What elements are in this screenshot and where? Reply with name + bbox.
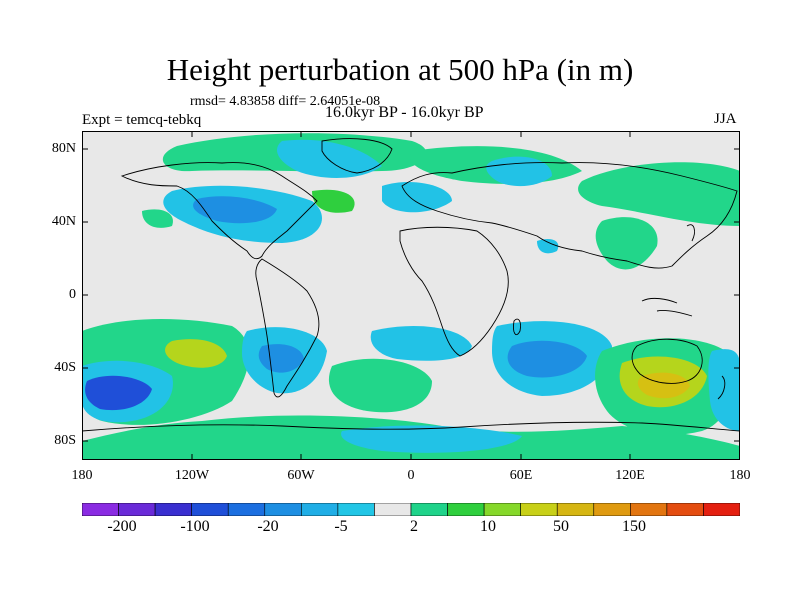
- asia-east-positive: [595, 217, 658, 270]
- colorbar-label: -200: [107, 518, 137, 535]
- colorbar-swatch: [520, 503, 558, 516]
- colorbar-label: -100: [180, 518, 210, 535]
- colorbar-swatch: [556, 503, 595, 516]
- se-asia-islands: [641, 297, 693, 317]
- colorbar-label: 50: [553, 518, 569, 535]
- period-label: 16.0kyr BP - 16.0kyr BP: [325, 104, 484, 121]
- contour-fill: [82, 133, 740, 460]
- colorbar-label: 150: [622, 518, 646, 535]
- lon-label-180e: 180: [729, 468, 751, 483]
- lat-label-40s: 40S: [54, 360, 76, 375]
- australia-coast: [631, 338, 703, 384]
- height-perturbation-map: [82, 131, 740, 460]
- colorbar: [82, 503, 740, 516]
- colorbar-swatch: [301, 503, 339, 516]
- colorbar-label: 10: [480, 518, 496, 535]
- colorbar-swatch: [593, 503, 631, 516]
- colorbar-label: -5: [334, 518, 348, 535]
- colorbar-swatch: [447, 503, 485, 516]
- greenland-coast: [321, 138, 393, 174]
- north-pacific-positive: [578, 162, 740, 226]
- lon-label-0: 0: [407, 468, 415, 483]
- lon-label-120w: 120W: [174, 468, 210, 483]
- colorbar-swatch: [227, 503, 266, 516]
- n-atl-negative: [382, 181, 452, 213]
- rmsd-diff-stats: rmsd= 4.83858 diff= 2.64051e-08: [190, 94, 381, 109]
- lon-label-120e: 120E: [615, 468, 645, 483]
- asia-negative: [486, 156, 552, 187]
- lat-label-80s: 80S: [54, 433, 76, 448]
- season-label: JJA: [714, 111, 737, 127]
- colorbar-label: -20: [257, 518, 279, 535]
- colorbar-swatch: [703, 503, 740, 516]
- eurasia-coast: [401, 162, 738, 269]
- lon-label-60e: 60E: [509, 468, 533, 483]
- s-america-negative-core: [258, 344, 304, 373]
- lon-label-180w: 180: [71, 468, 93, 483]
- antarctic-negative: [341, 425, 522, 453]
- colorbar-swatch: [191, 503, 229, 516]
- colorbar-swatch: [337, 503, 375, 516]
- plot-title: Height perturbation at 500 hPa (in m): [166, 52, 634, 87]
- colorbar-swatch: [154, 503, 192, 516]
- colorbar-swatch: [666, 503, 704, 516]
- lat-label-0: 0: [69, 287, 76, 302]
- madagascar-coast: [513, 318, 521, 335]
- japan-coast: [686, 224, 695, 242]
- coastlines: [82, 138, 740, 432]
- n-america-small-positive: [142, 209, 173, 228]
- n-pac-med-positive: [312, 189, 355, 213]
- colorbar-swatch: [630, 503, 668, 516]
- experiment-label: Expt = temcq-tebkq: [82, 112, 202, 128]
- south-pacific-yellow: [165, 339, 227, 368]
- lon-label-60w: 60W: [287, 468, 315, 483]
- s-indian-negative-core: [507, 340, 587, 378]
- new-zealand-coast: [717, 375, 726, 400]
- s-atlantic-positive: [328, 358, 432, 413]
- colorbar-swatch: [483, 503, 521, 516]
- south-pacific-negative-core: [85, 375, 152, 411]
- lat-label-80n: 80N: [51, 141, 76, 156]
- colorbar-swatch: [374, 503, 412, 516]
- africa-small-negative: [537, 239, 559, 254]
- pacific-negative-core: [193, 196, 277, 224]
- south-america-coast: [255, 258, 320, 398]
- s-indian-negative: [370, 326, 472, 361]
- colorbar-swatch: [264, 503, 302, 516]
- colorbar-swatch: [82, 503, 119, 516]
- australia-core: [637, 372, 690, 399]
- colorbar-swatch: [410, 503, 448, 516]
- colorbar-swatch: [118, 503, 156, 516]
- ne-canada-negative: [277, 139, 382, 178]
- north-america-coast: [120, 162, 318, 260]
- colorbar-label: 2: [410, 518, 418, 535]
- africa-coast: [399, 226, 509, 357]
- lat-label-40n: 40N: [51, 214, 76, 229]
- antarctica-coast: [82, 421, 740, 432]
- axis-ticks: [82, 131, 740, 460]
